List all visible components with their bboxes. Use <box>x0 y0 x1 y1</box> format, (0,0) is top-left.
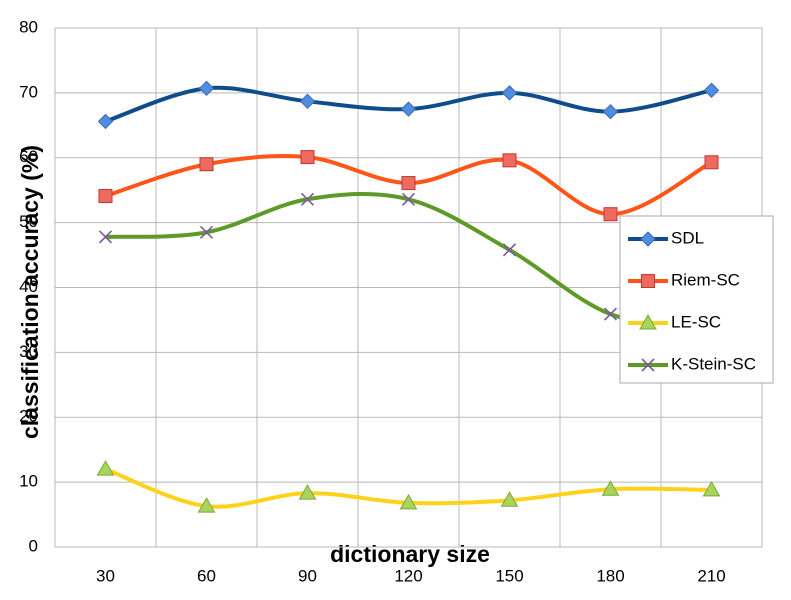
y-tick-label: 10 <box>19 472 38 491</box>
legend-label: LE-SC <box>671 312 721 331</box>
point <box>641 274 655 288</box>
point <box>641 358 655 372</box>
point <box>704 155 719 170</box>
x-tick-label: 60 <box>197 566 216 585</box>
point <box>601 480 620 496</box>
point <box>603 307 618 321</box>
point <box>97 113 114 130</box>
y-tick-label: 0 <box>29 536 38 555</box>
point <box>98 189 113 204</box>
point <box>96 460 115 476</box>
legend-label: SDL <box>671 228 704 247</box>
legend: SDL Riem-SC LE-SC K-Stein-SC <box>619 215 774 384</box>
point <box>401 176 416 191</box>
point <box>640 231 656 247</box>
x-tick-label: 90 <box>298 566 317 585</box>
legend-label: K-Stein-SC <box>671 354 756 373</box>
x-tick-label: 210 <box>697 566 725 585</box>
point <box>199 225 214 239</box>
y-tick-label: 70 <box>19 82 38 101</box>
point <box>198 80 215 97</box>
y-axis-title: classification accuracy (%) <box>17 145 43 439</box>
y-tick-label: 30 <box>19 342 38 361</box>
point <box>639 313 657 330</box>
y-tick-label: 50 <box>19 212 38 231</box>
point <box>502 153 517 168</box>
point <box>702 480 721 497</box>
point <box>199 157 214 172</box>
point <box>299 93 316 110</box>
x-axis-title: dictionary size <box>330 541 490 567</box>
point <box>502 243 517 257</box>
y-tick-label: 80 <box>19 17 38 36</box>
legend-label: Riem-SC <box>671 270 740 289</box>
series <box>97 80 720 130</box>
y-tick-label: 40 <box>19 277 38 296</box>
point <box>602 103 619 120</box>
series <box>98 150 719 222</box>
y-tick-label: 60 <box>19 147 38 166</box>
x-tick-label: 30 <box>96 566 115 585</box>
point <box>501 85 518 101</box>
point <box>300 150 315 165</box>
x-tick-label: 180 <box>596 566 624 585</box>
point <box>703 82 720 98</box>
point <box>401 192 416 206</box>
y-tick-label: 20 <box>19 407 38 426</box>
point <box>603 207 618 222</box>
point <box>300 192 315 206</box>
series <box>96 460 721 513</box>
point <box>298 484 317 500</box>
x-tick-label: 120 <box>394 566 422 585</box>
x-tick-label: 150 <box>495 566 523 585</box>
point <box>98 230 113 244</box>
point <box>197 497 216 513</box>
point <box>399 493 418 510</box>
point <box>500 491 519 507</box>
point <box>400 101 417 117</box>
